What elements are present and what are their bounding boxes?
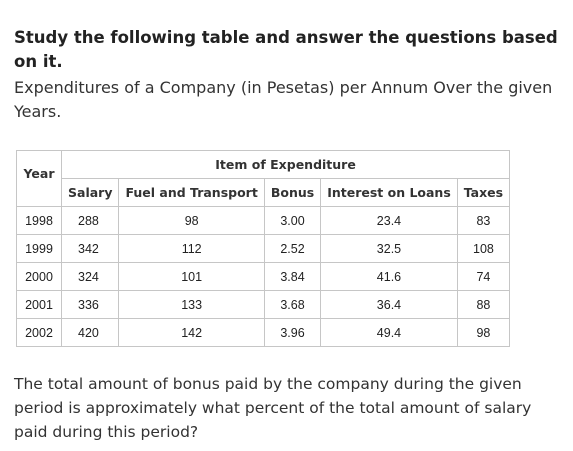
interest-on-loans-cell: 36.4	[320, 290, 458, 319]
salary-cell: 342	[60, 234, 120, 263]
salary-cell: 288	[60, 206, 120, 235]
bonus-cell: 3.96	[263, 318, 322, 347]
salary-cell: 420	[60, 318, 120, 347]
fuel-transport-cell: 98	[118, 206, 265, 235]
fuel-transport-cell: 133	[118, 290, 265, 319]
table-row: 1999 342 112 2.52 32.5 108	[16, 234, 511, 263]
fuel-transport-cell: 101	[118, 262, 265, 291]
table-row: 2002 420 142 3.96 49.4 98	[16, 318, 511, 347]
bonus-cell: 3.00	[263, 206, 322, 235]
interest-on-loans-cell: 49.4	[320, 318, 458, 347]
fuel-transport-column-header: Fuel and Transport	[118, 178, 265, 207]
taxes-cell: 74	[456, 262, 511, 291]
item-of-expenditure-header: Item of Expenditure	[60, 150, 511, 179]
year-column-header: Year	[16, 150, 62, 207]
year-cell: 2000	[16, 262, 62, 291]
fuel-transport-cell: 112	[118, 234, 265, 263]
expenditure-table: Year Item of Expenditure Salary Fuel and…	[16, 150, 511, 347]
year-cell: 2002	[16, 318, 62, 347]
taxes-cell: 83	[456, 206, 511, 235]
table-row: 2000 324 101 3.84 41.6 74	[16, 262, 511, 291]
year-cell: 1999	[16, 234, 62, 263]
salary-cell: 336	[60, 290, 120, 319]
year-cell: 2001	[16, 290, 62, 319]
table-row: 1998 288 98 3.00 23.4 83	[16, 206, 511, 235]
question-text: The total amount of bonus paid by the co…	[14, 375, 532, 441]
bonus-cell: 2.52	[263, 234, 322, 263]
bonus-cell: 3.84	[263, 262, 322, 291]
bonus-column-header: Bonus	[263, 178, 322, 207]
salary-cell: 324	[60, 262, 120, 291]
salary-column-header: Salary	[60, 178, 120, 207]
interest-on-loans-cell: 32.5	[320, 234, 458, 263]
table-row: 2001 336 133 3.68 36.4 88	[16, 290, 511, 319]
table-header-row: Year Item of Expenditure	[16, 150, 511, 207]
instruction-heading: Study the following table and answer the…	[14, 28, 558, 71]
interest-on-loans-cell: 41.6	[320, 262, 458, 291]
taxes-column-header: Taxes	[456, 178, 511, 207]
table-caption: Expenditures of a Company (in Pesetas) p…	[14, 78, 553, 121]
table-subheader-row: Salary Fuel and Transport Bonus Interest…	[17, 178, 511, 207]
interest-on-loans-cell: 23.4	[320, 206, 458, 235]
taxes-cell: 98	[456, 318, 511, 347]
fuel-transport-cell: 142	[118, 318, 265, 347]
interest-on-loans-column-header: Interest on Loans	[320, 178, 458, 207]
year-cell: 1998	[16, 206, 62, 235]
bonus-cell: 3.68	[263, 290, 322, 319]
taxes-cell: 88	[456, 290, 511, 319]
taxes-cell: 108	[456, 234, 511, 263]
